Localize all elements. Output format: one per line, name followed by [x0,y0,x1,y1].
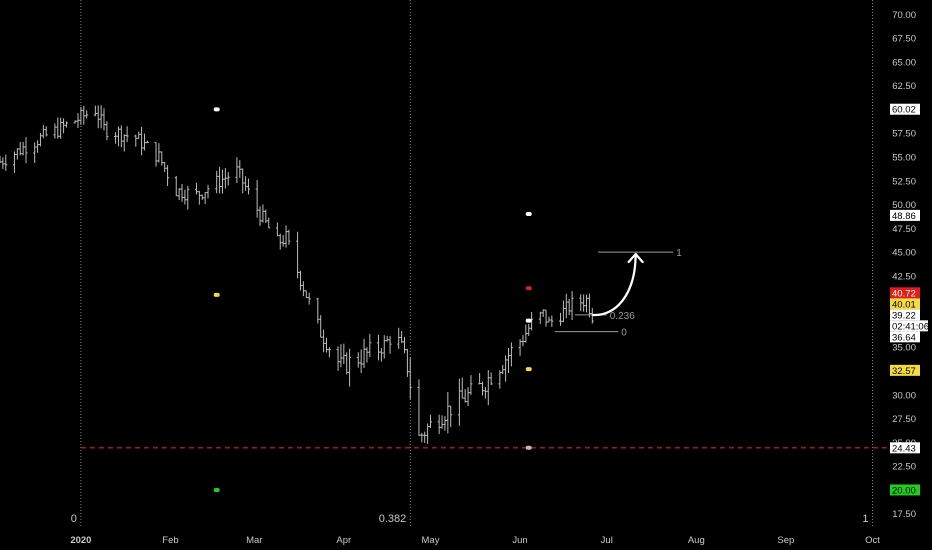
x-tick-label: 2020 [70,535,91,546]
x-tick-label: Aug [688,535,705,546]
price-label: 20.00 [892,485,916,496]
price-label-box [890,331,920,343]
level-marker [525,445,532,450]
level-marker [525,367,532,372]
y-tick-label: 57.50 [892,129,916,140]
vertical-dotted-lines [80,0,874,528]
y-tick-label: 45.00 [892,248,916,259]
annotation-label: 0.236 [610,311,635,322]
fib-label: 0 [71,513,77,525]
projection-arrow [592,252,644,317]
price-label: 24.43 [892,443,916,454]
fib-labels: 0 0.382 1 [71,513,869,525]
arrow-head [627,252,644,264]
price-label-box [890,442,920,454]
price-label: 48.86 [892,211,916,222]
level-marker [213,487,220,492]
y-tick-label: 27.50 [892,414,916,425]
x-tick-label: Oct [865,535,880,546]
price-label: 40.72 [892,288,916,299]
x-tick-label: Mar [246,535,262,546]
y-tick-label: 70.00 [892,10,916,21]
level-marker [525,286,532,291]
y-tick-label: 62.50 [892,81,916,92]
price-label-box [890,298,920,310]
y-tick-label: 52.50 [892,176,916,187]
price-label-box [890,309,920,321]
x-axis[interactable]: 2020 Feb Mar Apr May Jun Jul Aug Sep Oct [0,528,932,550]
y-tick-label: 35.00 [892,343,916,354]
level-marker [525,318,532,323]
x-tick-label: Apr [336,535,351,546]
x-axis-background [0,528,932,550]
price-label-box [890,209,920,221]
x-tick-label: Jul [601,535,613,546]
annotation-label: 0 [621,328,627,339]
y-axis[interactable]: 17.5020.0022.5025.0027.5030.0032.5035.00… [887,0,932,550]
y-tick-label: 42.50 [892,271,916,282]
price-label: 36.64 [892,332,916,343]
y-tick-label: 30.00 [892,390,916,401]
y-tick-label: 47.50 [892,224,916,235]
price-label-box [890,484,920,496]
x-tick-label: Jun [512,535,527,546]
level-marker [213,107,220,112]
price-label-box [890,287,920,299]
y-tick-label: 22.50 [892,462,916,473]
y-tick-label: 17.50 [892,509,916,520]
annotation-lines: 1 0.236 0 [554,248,682,339]
price-label: 40.01 [892,299,916,310]
y-tick-label: 65.00 [892,57,916,68]
price-bars [0,105,594,444]
price-label-box [890,364,920,376]
fib-label: 1 [862,513,868,525]
annotation-label: 1 [676,248,682,259]
x-tick-label: Feb [162,535,178,546]
x-tick-label: Sep [777,535,794,546]
y-tick-label: 50.00 [892,200,916,211]
y-axis-background [887,0,932,550]
level-markers [213,107,532,492]
price-label-box [890,320,928,332]
y-tick-label: 67.50 [892,34,916,45]
price-label: 02:41:06 [892,321,929,332]
level-marker [525,212,532,217]
level-marker [213,292,220,297]
y-tick-label: 55.00 [892,152,916,163]
fib-label: 0.382 [379,513,407,525]
price-label: 32.57 [892,366,916,377]
price-label: 60.02 [892,105,916,116]
price-label: 39.22 [892,310,916,321]
arrow-shaft [592,254,637,317]
price-label-box [890,103,920,115]
x-tick-label: May [422,535,440,546]
